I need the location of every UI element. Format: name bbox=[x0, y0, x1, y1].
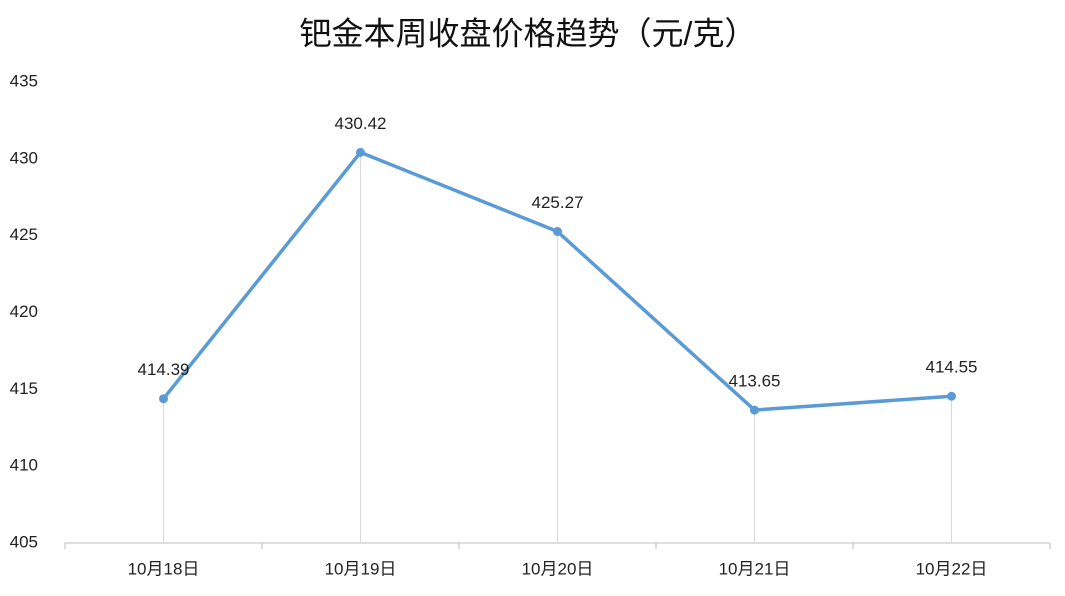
chart-title: 钯金本周收盘价格趋势（元/克） bbox=[300, 15, 757, 51]
data-label: 414.55 bbox=[926, 358, 978, 377]
data-label: 425.27 bbox=[532, 193, 584, 212]
point bbox=[947, 391, 956, 401]
y-tick-label: 420 bbox=[10, 302, 38, 321]
data-label: 430.42 bbox=[335, 114, 387, 133]
point bbox=[750, 405, 759, 415]
x-tick-label: 10月18日 bbox=[128, 559, 200, 578]
y-tick-label: 425 bbox=[10, 225, 38, 244]
x-tick-label: 10月22日 bbox=[916, 559, 988, 578]
x-tick-label: 10月19日 bbox=[325, 559, 397, 578]
data-label: 413.65 bbox=[729, 372, 781, 391]
y-tick-label: 410 bbox=[10, 456, 38, 475]
point bbox=[159, 394, 168, 404]
y-tick-label: 430 bbox=[10, 148, 38, 167]
point bbox=[553, 227, 562, 237]
y-tick-label: 435 bbox=[10, 71, 38, 90]
x-tick-label: 10月21日 bbox=[719, 559, 791, 578]
y-tick-label: 415 bbox=[10, 379, 38, 398]
x-tick-label: 10月20日 bbox=[522, 559, 594, 578]
y-tick-label: 405 bbox=[10, 532, 38, 551]
data-label: 414.39 bbox=[138, 360, 190, 379]
point bbox=[356, 147, 365, 157]
